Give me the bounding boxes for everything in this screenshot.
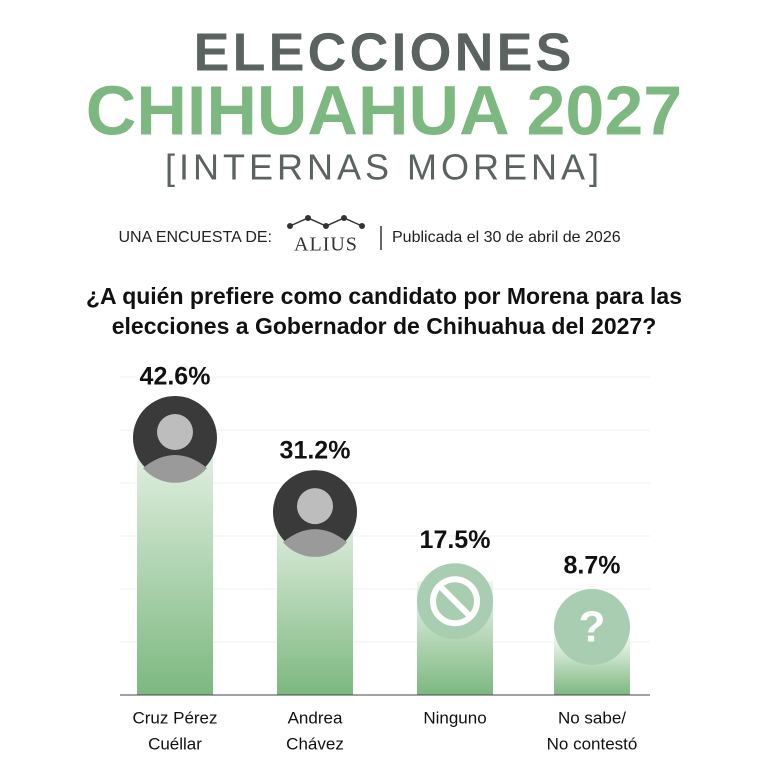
icon — [133, 396, 217, 483]
icon — [417, 563, 493, 640]
icon: ? — [554, 589, 630, 665]
question: elecciones a Gobernador de Chihuahua del… — [112, 313, 657, 339]
photo-face — [297, 488, 333, 525]
question: ¿A quién prefiere como candidato por Mor… — [86, 283, 682, 309]
icon-question: ? — [579, 603, 606, 652]
icon-bg — [554, 589, 630, 665]
value-label: 17.5% — [420, 526, 491, 554]
x-tick-label: No contestó — [547, 734, 638, 753]
title-line: CHIHUAHUA 2027 — [86, 71, 682, 149]
published: Publicada el 30 de abril de 2026 — [392, 229, 621, 246]
icon — [273, 470, 357, 557]
title-line: ELECCIONES — [193, 22, 574, 82]
source-logo — [287, 215, 365, 229]
subtitle: [INTERNAS MORENA] — [165, 147, 603, 188]
value-label: 42.6% — [140, 363, 211, 391]
value-label: 31.2% — [280, 437, 351, 465]
source-prefix: UNA ENCUESTA DE: — [118, 229, 272, 246]
x-tick-label: Ninguno — [423, 708, 486, 727]
photo-body — [143, 455, 207, 483]
x-tick-label: Chávez — [286, 734, 344, 753]
icon-ban — [437, 584, 473, 619]
source: ALIUS — [294, 234, 358, 256]
x-tick-label: No sabe/ — [558, 708, 626, 727]
x-tick-label: Andrea — [288, 708, 343, 727]
photo-body — [283, 529, 347, 557]
x-tick-label: Cuéllar — [148, 734, 202, 753]
x-tick-label: Cruz Pérez — [132, 708, 217, 727]
icon-ban — [430, 576, 480, 627]
photo-face — [157, 414, 193, 450]
value-label: 8.7% — [564, 552, 621, 580]
